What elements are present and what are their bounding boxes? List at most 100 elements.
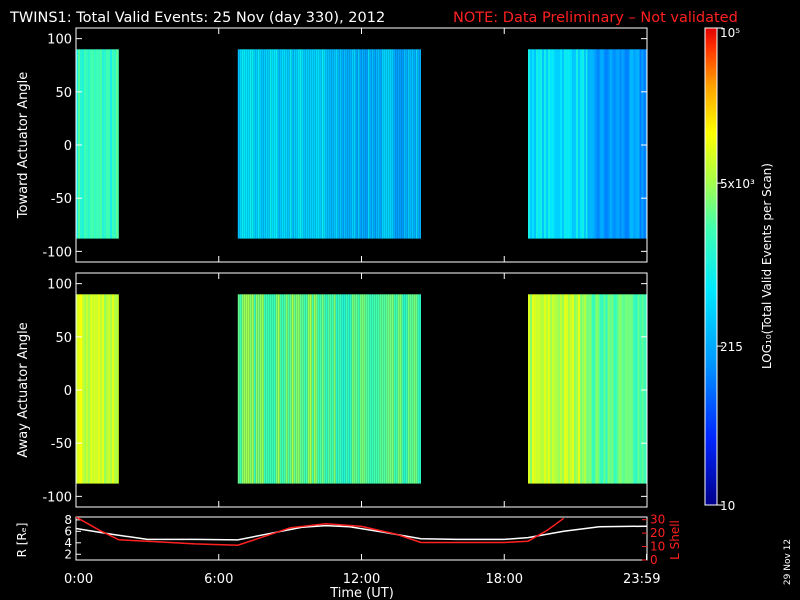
colorbar-gradient (704, 27, 718, 506)
heatmap-column (241, 49, 244, 239)
radius-tick-label: 8 (64, 513, 72, 527)
toward-axis-ticks: 100 50 0 -50 -100 (42, 28, 648, 262)
y-tick-label: -50 (51, 192, 72, 207)
heatmap-column (323, 294, 326, 484)
heatmap-column (287, 49, 290, 239)
y-tick-label: 50 (55, 331, 72, 346)
heatmap-column (313, 49, 316, 239)
toward-angle-panel: 100 50 0 -50 -100 Toward Actuator Angle (16, 27, 648, 263)
heatmap-column (536, 294, 538, 484)
heatmap-column (255, 49, 258, 239)
heatmap-column (617, 49, 620, 239)
heatmap-column (82, 294, 84, 484)
heatmap-column (599, 294, 602, 484)
heatmap-column (251, 49, 254, 239)
heatmap-column (88, 294, 90, 484)
heatmap-column (329, 49, 332, 239)
heatmap-column (301, 294, 304, 484)
time-axis-label: Time (UT) (329, 586, 394, 600)
heatmap-column (617, 294, 620, 484)
heatmap-column (243, 49, 246, 239)
heatmap-column (263, 49, 266, 239)
heatmap-column (593, 49, 596, 239)
heatmap-column (279, 294, 282, 484)
heatmap-column (333, 49, 336, 239)
heatmap-column (574, 49, 576, 239)
heatmap-column (321, 49, 324, 239)
orbit-lines (76, 517, 647, 546)
heatmap-column (247, 49, 250, 239)
heatmap-column (367, 294, 370, 484)
heatmap-column (110, 294, 112, 484)
heatmap-column (603, 294, 606, 484)
heatmap-column (239, 294, 242, 484)
heatmap-column (311, 49, 314, 239)
heatmap-column (556, 294, 558, 484)
heatmap-column (417, 294, 420, 484)
heatmap-column (357, 294, 360, 484)
heatmap-column (407, 294, 410, 484)
heatmap-column (275, 294, 278, 484)
heatmap-column (566, 49, 568, 239)
heatmap-column (389, 49, 392, 239)
heatmap-column (283, 49, 286, 239)
heatmap-column (323, 49, 326, 239)
heatmap-column (391, 49, 394, 239)
heatmap-column (409, 49, 412, 239)
heatmap-column (536, 49, 538, 239)
heatmap-column (287, 294, 290, 484)
heatmap-column (540, 49, 542, 239)
heatmap-column (94, 294, 96, 484)
y-tick-label: 50 (55, 86, 72, 101)
heatmap-column (558, 49, 560, 239)
heatmap-column (239, 49, 242, 239)
heatmap-column (566, 294, 568, 484)
heatmap-column (339, 49, 342, 239)
heatmap-column (381, 49, 384, 239)
heatmap-column (331, 294, 334, 484)
heatmap-column (635, 49, 638, 239)
heatmap-column (343, 294, 346, 484)
heatmap-column (570, 294, 572, 484)
time-tick-label: 23:59 (623, 572, 660, 587)
y-tick-label: -100 (42, 245, 72, 260)
heatmap-column (587, 49, 590, 239)
heatmap-column (405, 49, 408, 239)
heatmap-column (629, 49, 632, 239)
heatmap-column (375, 49, 378, 239)
heatmap-column (317, 294, 320, 484)
heatmap-column (548, 294, 550, 484)
heatmap-column (371, 49, 374, 239)
y-tick-label: -50 (51, 437, 72, 452)
heatmap-column (572, 49, 574, 239)
heatmap-column (281, 294, 284, 484)
heatmap-column (291, 294, 294, 484)
heatmap-column (106, 49, 108, 239)
heatmap-column (603, 49, 606, 239)
heatmap-column (645, 294, 647, 484)
heatmap-column (383, 49, 386, 239)
heatmap-column (88, 49, 90, 239)
heatmap-column (267, 294, 270, 484)
heatmap-column (576, 294, 578, 484)
heatmap-column (291, 49, 294, 239)
heatmap-column (393, 294, 396, 484)
heatmap-column (643, 294, 646, 484)
heatmap-column (84, 294, 86, 484)
radius-tick-label: 4 (64, 536, 72, 550)
heatmap-column (546, 294, 548, 484)
heatmap-column (283, 294, 286, 484)
heatmap-column (327, 49, 330, 239)
heatmap-column (345, 294, 348, 484)
heatmap-column (403, 294, 406, 484)
heatmap-column (295, 49, 298, 239)
heatmap-column (327, 294, 330, 484)
heatmap-column (269, 294, 272, 484)
heatmap-column (337, 294, 340, 484)
heatmap-column (643, 49, 646, 239)
heatmap-column (419, 49, 421, 239)
heatmap-column (595, 294, 598, 484)
heatmap-column (277, 294, 280, 484)
heatmap-column (249, 294, 252, 484)
